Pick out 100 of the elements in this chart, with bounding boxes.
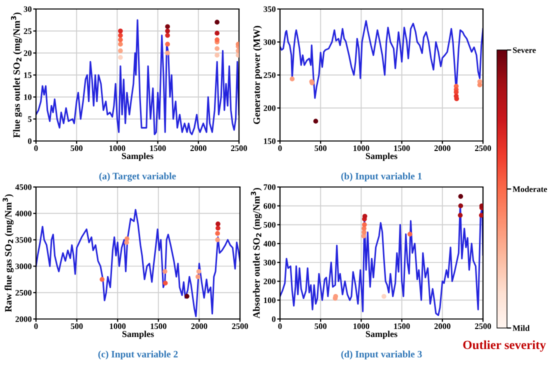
x-tick-label: 1000 (354, 323, 370, 330)
x-tick-label: 1000 (354, 145, 370, 152)
y-tick-label: 4000 (15, 210, 32, 216)
y-axis-title: Absorber outlet SO$_{2}$ (mg/Nm$^{3}$) (250, 188, 262, 318)
y-tick-label: 100 (264, 297, 276, 304)
point (100, 276, 104, 282)
point (362, 214, 368, 219)
y-tick-label: 25 (24, 28, 32, 34)
color-bar-label: Severe (513, 47, 536, 53)
line-series (280, 20, 483, 99)
x-tick-label: 2000 (191, 323, 208, 330)
y-tick-label: 3000 (15, 264, 32, 270)
point (184, 294, 190, 299)
point (477, 82, 482, 88)
color-bar-label: Moderate (512, 186, 548, 192)
y-tick-label: 30 (24, 6, 32, 12)
text: (a) Target variable (99, 172, 176, 182)
line-series (36, 208, 240, 318)
y-tick-label: 300 (264, 39, 276, 45)
point (118, 48, 123, 54)
point (214, 20, 220, 25)
point (214, 37, 220, 42)
x-tick-label: 1000 (110, 145, 126, 152)
point (162, 280, 168, 286)
line-series (280, 203, 483, 316)
point (165, 28, 170, 34)
y-axis-title: Raw flue gas SO$_{2}$ (mg/Nm$^{3}$) (2, 194, 14, 312)
point (215, 237, 220, 242)
y-tick-label: 200 (264, 278, 276, 284)
point (165, 24, 170, 30)
x-tick-label: 2500 (475, 145, 492, 152)
x-tick-label: 500 (70, 145, 83, 152)
point (458, 194, 464, 199)
point (458, 203, 464, 208)
x-tick-label: 2500 (231, 145, 248, 152)
y-tick-label: 250 (264, 72, 276, 78)
x-tick-label: 500 (314, 145, 327, 152)
x-tick-label: 1500 (150, 323, 166, 330)
point (214, 52, 220, 58)
point (118, 32, 123, 38)
point (118, 54, 123, 60)
x-axis-title: Samples (122, 330, 154, 339)
point (124, 236, 130, 242)
point (214, 46, 220, 52)
point (313, 118, 318, 124)
y-tick-label: 600 (264, 203, 276, 209)
y-tick-label: 15 (24, 72, 32, 78)
x-tick-label: 1000 (110, 323, 126, 330)
color-bar-label: Mild (512, 325, 530, 331)
y-tick-label: 300 (264, 260, 276, 266)
x-tick-label: 2000 (434, 323, 450, 330)
x-tick-label: 2500 (232, 323, 248, 330)
point (214, 30, 220, 36)
x-tick-label: 500 (70, 323, 83, 330)
line-series (36, 19, 239, 136)
point (118, 28, 123, 34)
point (165, 42, 170, 47)
x-tick-label: 0 (34, 145, 38, 152)
x-tick-label: 1500 (150, 145, 166, 152)
x-tick-label: 0 (278, 145, 282, 152)
point (362, 222, 367, 228)
y-tick-label: 200 (264, 105, 276, 111)
y-tick-label: 500 (264, 222, 276, 228)
text: (d) Input variable 3 (341, 350, 422, 360)
y-tick-label: 2000 (16, 316, 32, 322)
point (290, 76, 295, 82)
y-tick-label: 0 (28, 138, 32, 144)
y-axis-title: Generator power (MW) (253, 26, 262, 124)
point (458, 212, 463, 218)
y-tick-label: 20 (24, 50, 32, 56)
point (196, 269, 202, 274)
y-axis-title: Flue gas outlet SO$_{2}$ (mg/Nm$^{3}$) (11, 12, 22, 138)
y-tick-label: 10 (24, 94, 32, 100)
y-tick-label: 350 (264, 6, 276, 12)
text: (b) Input variable 1 (341, 172, 422, 182)
y-tick-label: 5 (28, 116, 32, 122)
point (216, 222, 220, 226)
x-tick-label: 1500 (394, 323, 410, 330)
point (118, 42, 123, 47)
point (382, 294, 386, 299)
y-tick-label: 400 (263, 240, 276, 247)
y-tick-label: 3500 (15, 237, 32, 243)
y-tick-label: 700 (264, 184, 276, 190)
x-tick-label: 0 (278, 323, 282, 330)
y-tick-label: 150 (264, 138, 276, 144)
point (478, 212, 483, 218)
point (215, 231, 220, 236)
point (162, 269, 168, 274)
point (408, 232, 412, 237)
point (118, 37, 123, 42)
point (216, 226, 220, 231)
y-tick-label: 0 (272, 316, 276, 322)
y-tick-label: 4500 (15, 184, 32, 190)
x-tick-label: 500 (314, 323, 327, 330)
x-tick-label: 2000 (434, 145, 450, 152)
x-tick-label: 0 (34, 323, 38, 330)
x-axis-title: Samples (366, 152, 398, 161)
x-tick-label: 2000 (190, 145, 206, 152)
text: (c) Input variable 2 (98, 350, 178, 360)
x-axis-title: Samples (366, 330, 398, 339)
